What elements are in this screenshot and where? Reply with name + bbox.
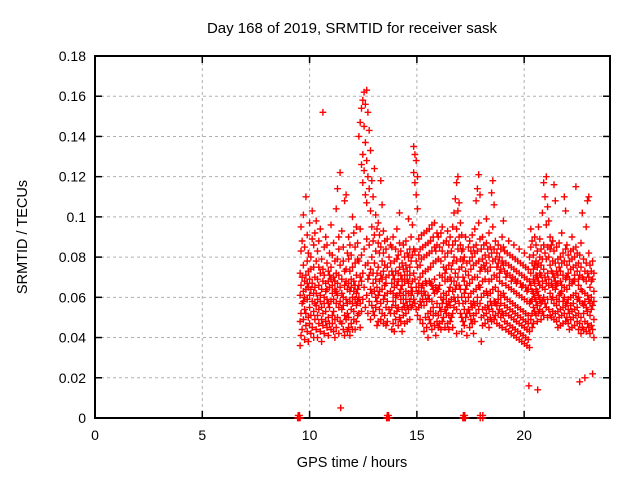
y-tick-label: 0.14 [59,128,86,144]
y-tick-label: 0.04 [59,330,86,346]
x-axis-label: GPS time / hours [297,455,407,471]
axis-ticks [94,55,610,419]
x-tick-label: 0 [91,427,99,443]
y-tick-label: 0 [78,410,86,426]
plot-frame [94,55,611,419]
chart-title: Day 168 of 2019, SRMTID for receiver sas… [207,20,498,37]
scatter-plus-markers [294,86,598,422]
y-tick-label: 0.16 [59,88,86,104]
y-tick-label: 0.1 [67,209,87,225]
y-tick-label: 0.18 [59,48,86,64]
grid-lines [95,56,610,418]
x-tick-label: 15 [409,427,425,443]
y-axis-label: SRMTID / TECUs [15,180,31,294]
y-tick-label: 0.08 [59,249,86,265]
y-tick-label: 0.12 [59,169,86,185]
x-tick-label: 10 [302,427,318,443]
axis-tick-labels: 0 5 10 15 20 0 0.02 0.04 0.06 0.08 0.1 0.12 0.14 0.16… [59,48,532,443]
y-tick-label: 0.02 [59,370,86,386]
y-tick-label: 0.06 [59,289,86,305]
x-tick-label: 20 [516,427,532,443]
scatter-points [294,86,598,422]
plot-border [94,55,611,419]
x-tick-label: 5 [198,427,206,443]
